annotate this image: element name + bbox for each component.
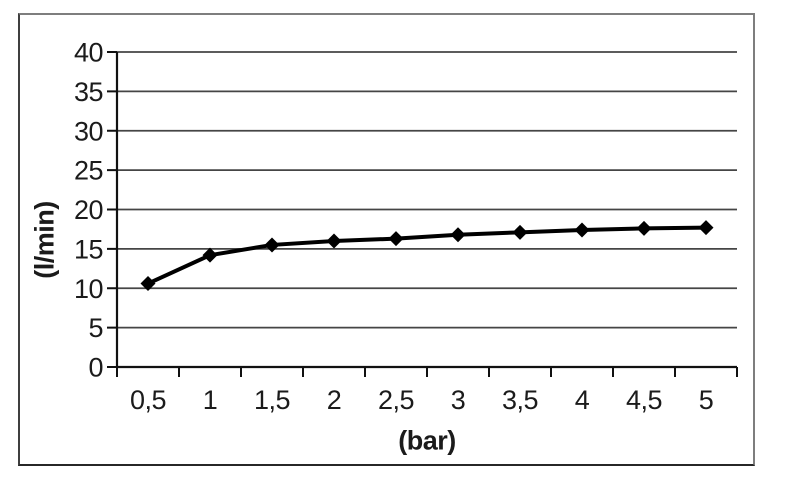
data-point-marker [450, 227, 466, 243]
data-point-marker [698, 220, 714, 236]
data-point-marker [202, 247, 218, 263]
y-tick-label: 30 [74, 116, 103, 146]
y-tick-label: 0 [88, 353, 103, 383]
data-point-marker [636, 220, 652, 236]
y-tick-label: 35 [74, 77, 103, 107]
x-tick-label: 1 [203, 385, 218, 415]
x-tick-label: 0,5 [130, 385, 166, 415]
x-tick-label: 2,5 [378, 385, 414, 415]
y-tick-label: 15 [74, 234, 103, 264]
data-point-marker [388, 231, 404, 247]
x-tick-label: 3,5 [502, 385, 538, 415]
data-point-marker [574, 222, 590, 238]
y-tick-label: 5 [88, 313, 103, 343]
data-point-marker [326, 233, 342, 249]
y-tick-label: 10 [74, 274, 103, 304]
data-point-marker [264, 237, 280, 253]
y-axis-title: (l/min) [29, 201, 60, 279]
data-point-marker [512, 224, 528, 240]
series-line-flow-rate-curve [146, 225, 708, 286]
y-tick-label: 20 [74, 195, 103, 225]
x-tick-label: 1,5 [254, 385, 290, 415]
x-axis-title: (bar) [398, 425, 456, 456]
y-tick-label: 40 [74, 38, 103, 68]
x-tick-label: 5 [699, 385, 714, 415]
x-tick-label: 2 [327, 385, 342, 415]
x-tick-label: 3 [451, 385, 466, 415]
data-point-marker [140, 276, 156, 292]
x-tick-label: 4,5 [626, 385, 662, 415]
x-tick-label: 4 [575, 385, 590, 415]
y-tick-label: 25 [74, 156, 103, 186]
